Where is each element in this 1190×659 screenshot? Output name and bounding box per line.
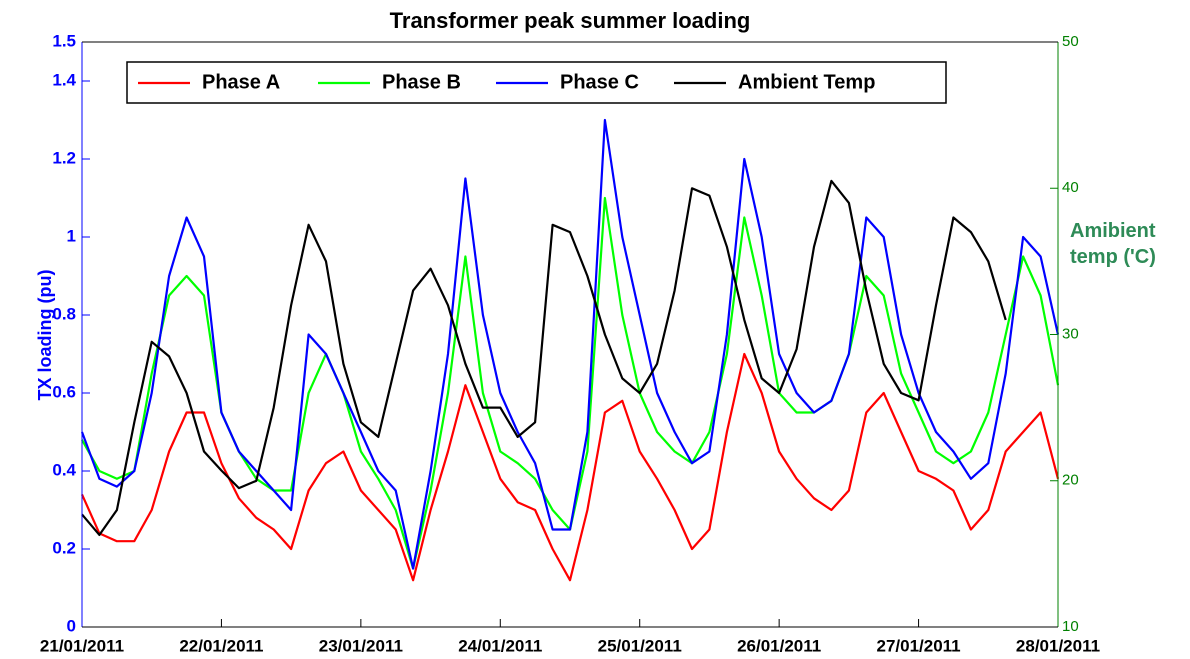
y-tick-label: 0.4 <box>52 460 76 479</box>
series-line <box>80 352 1060 582</box>
y-tick-label: 1.4 <box>52 70 76 89</box>
y-tick-label: 0.6 <box>52 382 76 401</box>
x-tick-label: 26/01/2011 <box>737 636 821 655</box>
x-tick-label: 25/01/2011 <box>598 636 682 655</box>
x-tick-label: 27/01/2011 <box>876 636 960 655</box>
chart-title: Transformer peak summer loading <box>390 8 751 33</box>
y-tick-label: 1 <box>67 226 76 245</box>
y-tick-label: 0 <box>67 616 76 635</box>
y2-tick-label: 20 <box>1062 472 1079 489</box>
x-tick-label: 23/01/2011 <box>319 636 403 655</box>
series-line <box>80 118 1060 570</box>
legend-label: Ambient Temp <box>738 71 875 93</box>
series-line <box>81 179 1007 536</box>
x-tick-label: 28/01/2011 <box>1016 636 1100 655</box>
y2-tick-label: 50 <box>1062 33 1079 50</box>
y2-tick-label: 10 <box>1062 618 1079 635</box>
legend-label: Phase C <box>560 71 639 93</box>
legend-label: Phase B <box>382 71 461 93</box>
x-tick-label: 21/01/2011 <box>40 636 124 655</box>
y-tick-label: 1.2 <box>52 148 76 167</box>
legend-label: Phase A <box>202 71 280 93</box>
y2-axis-label: Amibient temp ('C) <box>1070 220 1156 268</box>
y-tick-label: 0.8 <box>52 304 76 323</box>
y2-tick-label: 30 <box>1062 325 1079 342</box>
y2-tick-label: 40 <box>1062 179 1079 196</box>
y-tick-label: 0.2 <box>52 538 76 557</box>
plot-area <box>82 42 1058 627</box>
x-tick-label: 24/01/2011 <box>458 636 542 655</box>
x-tick-label: 22/01/2011 <box>179 636 263 655</box>
y-tick-label: 1.5 <box>52 31 76 50</box>
y-axis-label: TX loading (pu) <box>35 270 55 401</box>
